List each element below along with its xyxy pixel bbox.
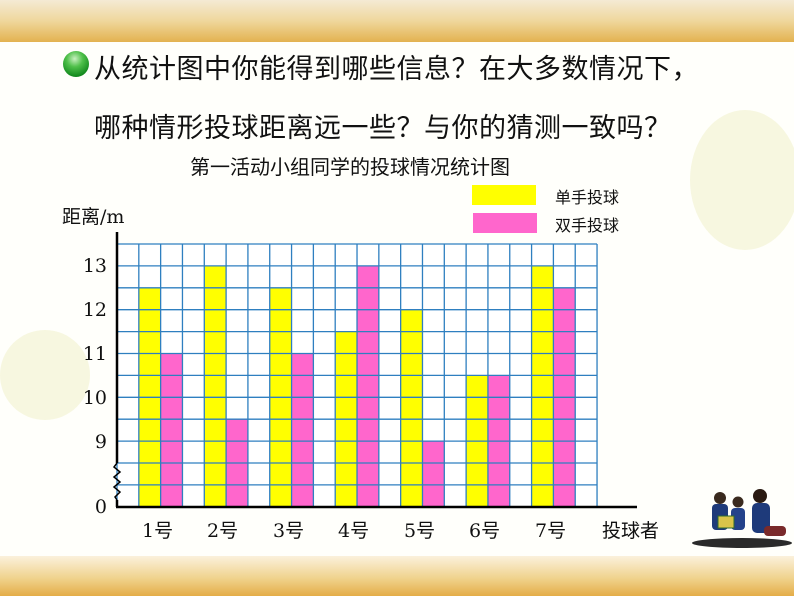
legend-label-double-hand: 双手投球 <box>555 216 620 235</box>
leaf-watermark-left <box>0 330 90 420</box>
y-tick-12: 12 <box>82 299 107 321</box>
legend-label-single-hand: 单手投球 <box>555 188 620 207</box>
x-tick-2: 2号 <box>207 520 239 542</box>
y-tick-10: 10 <box>82 387 107 409</box>
question-line-2: 哪种情形投球距离远一些？与你的猜测一致吗？ <box>94 113 672 144</box>
y-tick-9: 9 <box>94 431 107 453</box>
bar-1-double <box>160 353 183 507</box>
y-tick-0: 0 <box>94 496 107 518</box>
legend-swatch-double-hand <box>473 213 537 233</box>
x-tick-4: 4号 <box>338 520 370 542</box>
x-tick-7: 7号 <box>535 520 567 542</box>
y-tick-13: 13 <box>82 255 107 277</box>
y-tick-11: 11 <box>82 343 107 365</box>
bar-4-double <box>357 266 379 507</box>
leaf-watermark-right <box>690 110 794 250</box>
x-tick-3: 3号 <box>273 520 305 542</box>
bar-7-single <box>531 266 554 507</box>
x-tick-1: 1号 <box>142 520 174 542</box>
bar-5-double <box>422 441 445 507</box>
bar-2-single <box>204 266 227 507</box>
y-axis-label: 距离/m <box>62 206 125 228</box>
chart-title: 第一活动小组同学的投球情况统计图 <box>190 155 510 179</box>
bar-3-double <box>291 353 314 507</box>
green-bullet-icon <box>63 51 89 77</box>
bar-5-single <box>400 309 423 507</box>
question-line-1: 从统计图中你能得到哪些信息？在大多数情况下， <box>94 54 699 85</box>
x-axis-label: 投球者 <box>602 520 660 542</box>
legend-swatch-single-hand <box>472 185 536 205</box>
x-tick-5: 5号 <box>404 520 436 542</box>
top-decor-bar <box>0 0 794 42</box>
x-tick-6: 6号 <box>469 520 501 542</box>
children-reading-icon <box>692 489 792 548</box>
bottom-decor-bar <box>0 556 794 596</box>
